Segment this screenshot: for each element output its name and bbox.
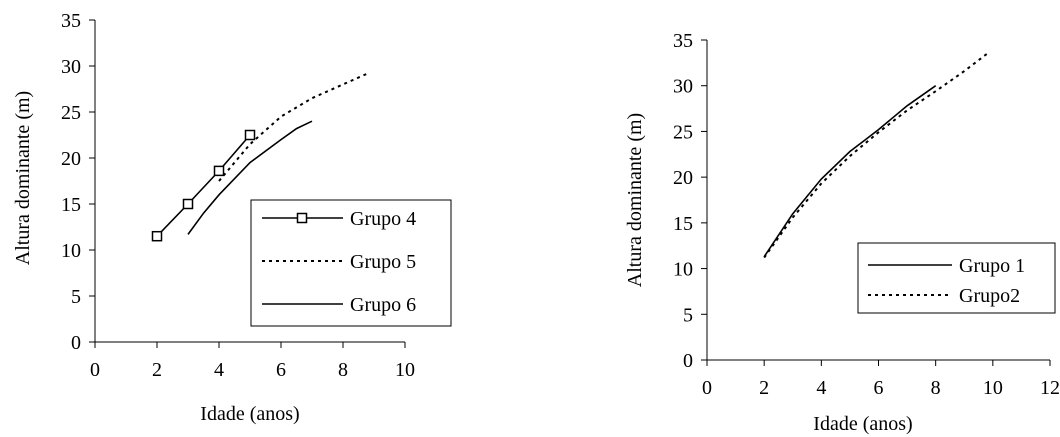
plot-series [763, 52, 988, 259]
y-tick-label: 15 [673, 213, 693, 235]
y-tick-label: 0 [683, 350, 693, 372]
data-point-grupo-4 [244, 129, 256, 141]
y-axis-ticks: 0 5 10 15 20 25 30 35 [673, 30, 707, 372]
data-point-grupo-4 [182, 198, 194, 210]
x-tick-label: 12 [1040, 377, 1060, 399]
y-tick-label: 10 [61, 240, 81, 262]
y-tick-label: 10 [673, 259, 693, 281]
x-tick-label: 0 [702, 377, 712, 399]
x-tick-label: 10 [395, 359, 415, 381]
y-tick-label: 25 [673, 121, 693, 143]
series-line-grupo-5 [218, 72, 369, 182]
x-axis-ticks: 0 2 4 6 8 10 [90, 342, 415, 381]
x-tick-label: 8 [931, 377, 941, 399]
x-axis-title: Idade (anos) [200, 403, 299, 425]
legend: Grupo 4 Grupo 5 Grupo 6 [250, 199, 452, 327]
y-tick-label: 0 [71, 332, 81, 354]
plot-series [151, 72, 369, 242]
y-tick-label: 35 [673, 30, 693, 52]
legend-label-grupo-5: Grupo 5 [350, 251, 416, 273]
legend-box [857, 242, 1056, 314]
x-tick-label: 4 [214, 359, 224, 381]
x-tick-label: 10 [983, 377, 1003, 399]
y-axis-title: Altura dominante (m) [12, 91, 34, 265]
y-tick-label: 5 [683, 304, 693, 326]
legend-label-grupo-6: Grupo 6 [350, 294, 416, 316]
chart-left: 0 5 10 15 20 25 30 35 0 2 4 6 8 10 Altura dominante … [12, 10, 452, 425]
legend-label-grupo2: Grupo2 [959, 285, 1020, 307]
x-tick-label: 6 [276, 359, 286, 381]
y-tick-label: 15 [61, 194, 81, 216]
legend: Grupo 1 Grupo2 [857, 242, 1056, 314]
y-tick-label: 30 [61, 56, 81, 78]
series-line-grupo-6 [187, 120, 313, 235]
y-tick-label: 30 [673, 76, 693, 98]
series-line-grupo-1 [763, 85, 937, 258]
x-tick-label: 0 [90, 359, 100, 381]
y-tick-label: 25 [61, 102, 81, 124]
x-tick-label: 2 [759, 377, 769, 399]
series-line-grupo2 [763, 52, 988, 259]
y-tick-label: 35 [61, 10, 81, 32]
legend-label-grupo-4: Grupo 4 [350, 208, 416, 230]
data-point-grupo-4 [151, 230, 163, 242]
y-tick-label: 20 [61, 148, 81, 170]
x-tick-label: 8 [338, 359, 348, 381]
legend-label-grupo-1: Grupo 1 [959, 255, 1025, 277]
chart-right: 0 5 10 15 20 25 30 35 0 2 4 6 8 10 12 Altura dominant… [624, 30, 1060, 435]
x-axis-title: Idade (anos) [813, 413, 912, 435]
legend-box [250, 199, 452, 327]
x-tick-label: 6 [874, 377, 884, 399]
y-axis-title: Altura dominante (m) [624, 113, 646, 287]
data-point-grupo-4 [213, 165, 225, 177]
y-tick-label: 20 [673, 167, 693, 189]
x-axis-ticks: 0 2 4 6 8 10 12 [702, 360, 1060, 399]
legend-marker-square [296, 212, 308, 224]
series-line-grupo-4 [156, 134, 251, 237]
x-tick-label: 2 [152, 359, 162, 381]
x-tick-label: 4 [816, 377, 826, 399]
y-tick-label: 5 [71, 286, 81, 308]
y-axis-ticks: 0 5 10 15 20 25 30 35 [61, 10, 95, 354]
